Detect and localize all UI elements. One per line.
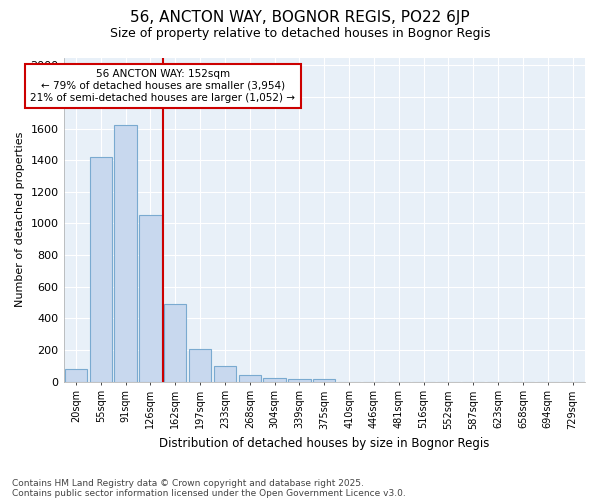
- Bar: [139, 215, 161, 382]
- Bar: [189, 349, 211, 382]
- Bar: [89, 157, 112, 382]
- Y-axis label: Number of detached properties: Number of detached properties: [15, 132, 25, 307]
- Bar: [313, 379, 335, 382]
- Text: 56, ANCTON WAY, BOGNOR REGIS, PO22 6JP: 56, ANCTON WAY, BOGNOR REGIS, PO22 6JP: [130, 10, 470, 25]
- Bar: [263, 378, 286, 382]
- Text: Size of property relative to detached houses in Bognor Regis: Size of property relative to detached ho…: [110, 28, 490, 40]
- Bar: [115, 126, 137, 382]
- Bar: [65, 369, 87, 382]
- Bar: [288, 378, 311, 382]
- X-axis label: Distribution of detached houses by size in Bognor Regis: Distribution of detached houses by size …: [159, 437, 490, 450]
- Bar: [214, 366, 236, 382]
- Text: Contains public sector information licensed under the Open Government Licence v3: Contains public sector information licen…: [12, 488, 406, 498]
- Bar: [239, 375, 261, 382]
- Bar: [164, 304, 187, 382]
- Text: 56 ANCTON WAY: 152sqm
← 79% of detached houses are smaller (3,954)
21% of semi-d: 56 ANCTON WAY: 152sqm ← 79% of detached …: [31, 70, 295, 102]
- Text: Contains HM Land Registry data © Crown copyright and database right 2025.: Contains HM Land Registry data © Crown c…: [12, 478, 364, 488]
